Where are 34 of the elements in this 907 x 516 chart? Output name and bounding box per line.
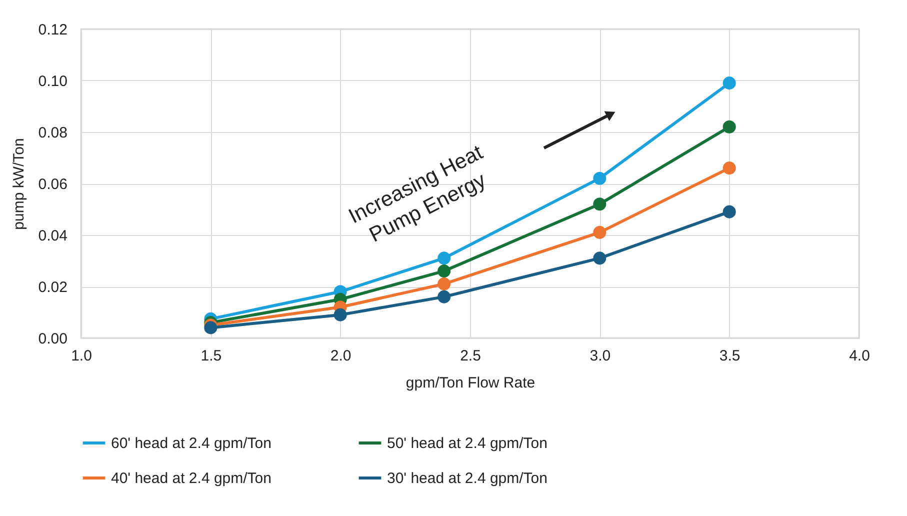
point: [438, 290, 451, 304]
y-tick-label: 0.08: [38, 124, 68, 142]
x-tick-label: 4.0: [849, 348, 870, 364]
x-tick-label: 1.0: [71, 348, 92, 364]
legend-label: 30' head at 2.4 gpm/Ton: [387, 470, 548, 487]
x-tick-label: 3.0: [590, 348, 611, 364]
point: [722, 205, 736, 218]
y-tick-label: 0.00: [38, 330, 68, 348]
legend-label: 60' head at 2.4 gpm/Ton: [111, 435, 272, 452]
point: [438, 252, 451, 265]
point: [438, 277, 451, 290]
point: [593, 252, 606, 265]
x-axis-title: gpm/Ton Flow Rate: [406, 374, 536, 392]
y-tick-label: 0.02: [38, 279, 68, 296]
legend-label: 40' head at 2.4 gpm/Ton: [111, 470, 272, 487]
x-tick-label: 1.5: [200, 348, 222, 364]
point: [334, 308, 347, 322]
point: [722, 162, 736, 175]
point: [722, 120, 736, 134]
y-tick-label: 0.12: [38, 22, 68, 38]
point: [593, 198, 606, 211]
legend-label: 50' head at 2.4 gpm/Ton: [387, 435, 548, 452]
y-tick-label: 0.06: [38, 176, 68, 193]
point: [722, 76, 736, 90]
x-tick-label: 3.5: [719, 348, 740, 364]
y-tick-label: 0.04: [38, 228, 68, 244]
x-tick-label: 2.5: [460, 348, 481, 364]
point: [593, 172, 606, 185]
y-axis-title: pump kW/Ton: [10, 138, 28, 230]
x-tick-label: 2.0: [330, 348, 352, 364]
y-tick-label: 0.10: [38, 73, 68, 90]
point: [593, 226, 606, 239]
point: [438, 264, 451, 278]
point: [204, 321, 218, 334]
